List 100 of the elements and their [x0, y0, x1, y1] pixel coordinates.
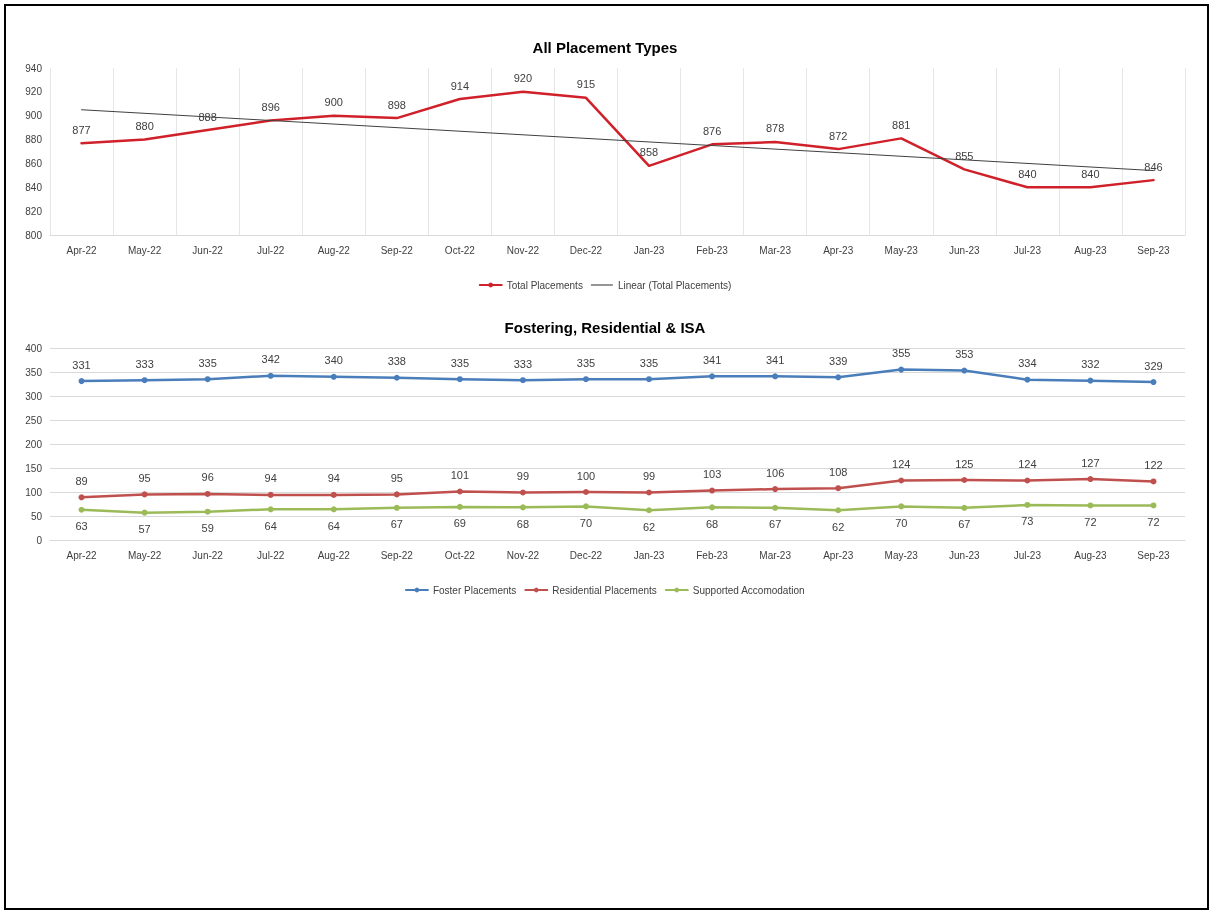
x-tick-label: Jul-22 — [257, 244, 285, 256]
data-label: 64 — [327, 519, 340, 532]
point — [456, 503, 463, 510]
point — [204, 490, 211, 497]
point — [835, 485, 842, 492]
legend-label: Linear (Total Placements) — [617, 279, 732, 291]
data-label: 329 — [1144, 359, 1163, 372]
point — [1150, 502, 1157, 509]
y-tick-label: 350 — [25, 366, 43, 378]
x-tick-label: Jun-22 — [192, 549, 224, 561]
y-tick-label: 800 — [25, 229, 43, 241]
point — [1024, 477, 1031, 484]
data-label: 127 — [1081, 456, 1100, 469]
x-tick-label: May-22 — [127, 244, 162, 256]
point — [456, 376, 463, 383]
point — [582, 376, 589, 383]
point — [1087, 502, 1094, 509]
y-tick-label: 200 — [25, 438, 43, 450]
x-tick-label: Jan-23 — [633, 549, 665, 561]
data-label: 72 — [1147, 515, 1160, 528]
x-tick-label: Jun-22 — [192, 244, 224, 256]
point — [78, 378, 85, 385]
data-label: 339 — [829, 354, 848, 367]
point — [1024, 501, 1031, 508]
x-tick-label: Feb-23 — [696, 244, 729, 256]
point — [393, 374, 400, 381]
data-label: 70 — [579, 516, 593, 529]
x-tick-label: Sep-22 — [380, 549, 414, 561]
data-label: 880 — [135, 120, 154, 133]
point — [646, 376, 653, 383]
data-label: 69 — [453, 517, 466, 530]
data-label: 95 — [390, 471, 403, 484]
y-tick-label: 250 — [25, 414, 43, 426]
x-tick-label: Jan-23 — [633, 244, 665, 256]
x-tick-label: Dec-22 — [569, 549, 603, 561]
data-label: 124 — [892, 457, 911, 470]
point — [330, 491, 337, 498]
data-label: 333 — [135, 357, 154, 370]
data-label: 877 — [72, 123, 91, 136]
data-label: 63 — [75, 520, 88, 533]
point — [772, 486, 779, 493]
x-tick-label: Jul-23 — [1013, 549, 1042, 561]
point — [582, 503, 589, 510]
point — [204, 376, 211, 383]
data-label: 73 — [1021, 515, 1034, 528]
data-label: 840 — [1018, 167, 1037, 180]
data-label: 846 — [1144, 160, 1163, 173]
legend-label: Foster Placements — [432, 584, 517, 596]
data-label: 342 — [261, 353, 280, 366]
data-label: 108 — [829, 465, 848, 478]
y-tick-label: 920 — [25, 86, 43, 98]
data-label: 70 — [895, 516, 908, 529]
point — [835, 507, 842, 514]
data-label: 340 — [324, 354, 343, 367]
x-tick-label: Nov-22 — [506, 549, 540, 561]
x-tick-label: Nov-22 — [506, 244, 540, 256]
point — [1150, 478, 1157, 485]
data-label: 124 — [1018, 457, 1037, 470]
data-label: 898 — [387, 98, 406, 111]
data-label: 840 — [1081, 167, 1100, 180]
point — [78, 506, 85, 513]
x-tick-label: Oct-22 — [444, 244, 476, 256]
data-label: 99 — [642, 469, 656, 482]
data-label: 881 — [892, 118, 911, 131]
x-tick-label: May-23 — [884, 244, 919, 256]
point — [393, 504, 400, 511]
point — [646, 507, 653, 514]
y-tick-label: 400 — [25, 342, 43, 354]
point — [330, 506, 337, 513]
x-tick-label: Apr-23 — [823, 244, 854, 256]
point — [1087, 476, 1094, 483]
point — [267, 506, 274, 513]
point — [961, 504, 968, 511]
point — [961, 477, 968, 483]
data-label: 99 — [516, 469, 530, 482]
x-tick-label: Mar-23 — [759, 549, 792, 561]
data-label: 94 — [264, 472, 277, 485]
point — [582, 489, 589, 495]
point — [835, 374, 842, 381]
y-tick-label: 860 — [25, 157, 43, 169]
data-label: 914 — [450, 79, 470, 92]
point — [519, 504, 526, 511]
point — [646, 489, 653, 496]
data-label: 335 — [639, 356, 659, 369]
y-tick-label: 880 — [25, 134, 43, 146]
y-tick-label: 820 — [25, 205, 43, 217]
x-tick-label: Jul-22 — [257, 549, 285, 561]
y-tick-label: 0 — [36, 534, 43, 546]
data-label: 62 — [832, 520, 845, 533]
legend-label: Residential Placements — [552, 584, 657, 596]
data-label: 341 — [765, 353, 785, 366]
point — [898, 477, 905, 484]
data-label: 334 — [1018, 357, 1037, 370]
x-tick-label: Jun-23 — [949, 549, 981, 561]
point — [709, 373, 716, 380]
y-tick-label: 900 — [25, 110, 43, 122]
point — [898, 503, 905, 510]
y-tick-label: 300 — [25, 390, 43, 402]
x-tick-label: Aug-23 — [1074, 549, 1107, 561]
data-label: 876 — [702, 124, 722, 137]
